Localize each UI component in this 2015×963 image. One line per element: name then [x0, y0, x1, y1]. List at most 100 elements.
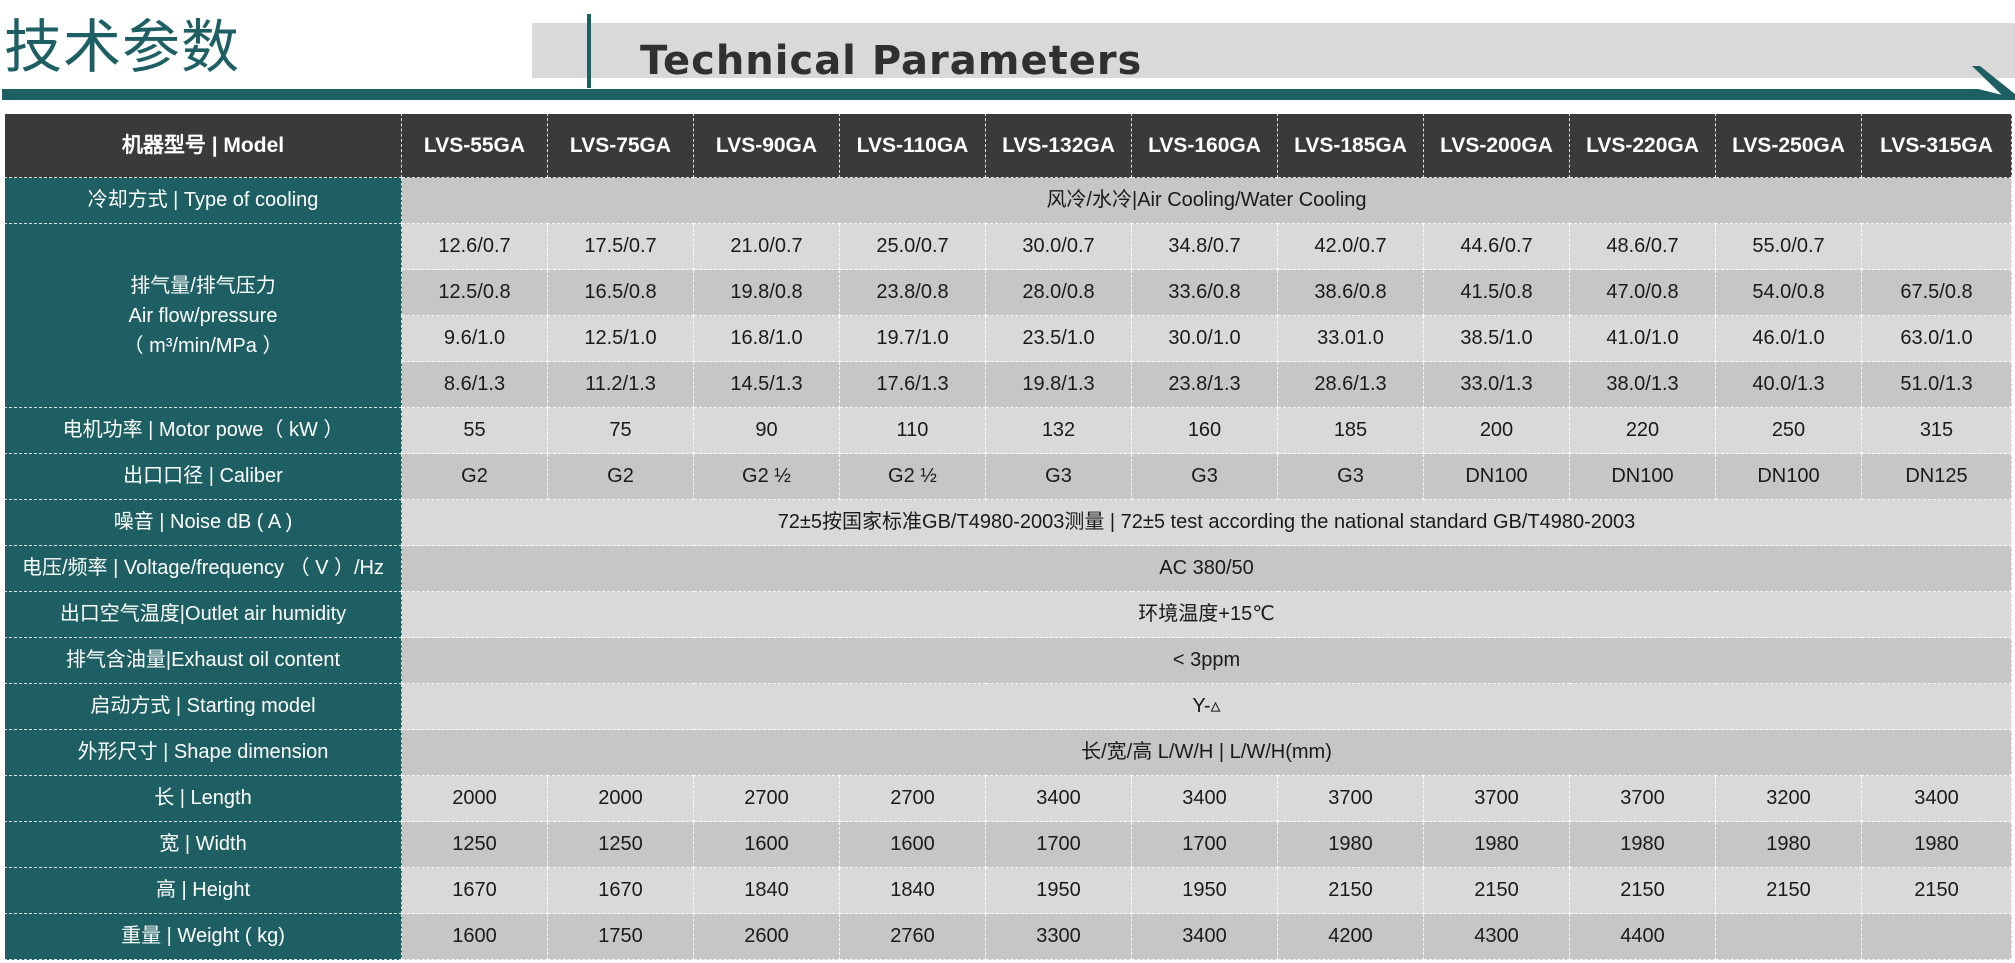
- table-row-outlet-temp: 出口空气温度|Outlet air humidity 环境温度+15℃: [4, 591, 2012, 638]
- airflow-cell: 21.0/0.7: [693, 223, 840, 270]
- height-cell: 1840: [693, 867, 840, 914]
- width-cell: 1700: [985, 821, 1132, 868]
- table-row-airflow: 12.5/0.8 16.5/0.8 19.8/0.8 23.8/0.8 28.0…: [5, 269, 2012, 316]
- weight-cell: 1600: [401, 913, 548, 960]
- row-label-length: 长 | Length: [4, 775, 402, 822]
- height-cell: 2150: [1423, 867, 1570, 914]
- airflow-cell: 23.8/1.3: [1131, 361, 1278, 408]
- length-cell: 2700: [839, 775, 986, 822]
- length-cell: 3400: [985, 775, 1132, 822]
- height-cell: 1670: [547, 867, 694, 914]
- title-banner: [532, 23, 2015, 78]
- airflow-cell: 55.0/0.7: [1715, 223, 1862, 270]
- model-cell: LVS-200GA: [1423, 113, 1570, 178]
- airflow-cell: 8.6/1.3: [401, 361, 548, 408]
- airflow-cell: 33.0/1.3: [1423, 361, 1570, 408]
- length-cell: 3400: [1861, 775, 2012, 822]
- width-cell: 1980: [1423, 821, 1570, 868]
- title-divider: [587, 14, 591, 88]
- airflow-cell: 30.0/1.0: [1131, 315, 1278, 362]
- weight-cell: [1861, 913, 2012, 960]
- airflow-cell: 51.0/1.3: [1861, 361, 2012, 408]
- model-cell: LVS-75GA: [547, 113, 694, 178]
- row-label-oil: 排气含油量|Exhaust oil content: [4, 637, 402, 684]
- model-cell: LVS-315GA: [1861, 113, 2012, 178]
- airflow-label-unit: （ m³/min/MPa ）: [123, 334, 283, 357]
- airflow-cell: 19.8/1.3: [985, 361, 1132, 408]
- table-row-length: 长 | Length 2000 2000 2700 2700 3400 3400…: [4, 775, 2012, 822]
- model-cell: LVS-185GA: [1277, 113, 1424, 178]
- airflow-cell: 28.6/1.3: [1277, 361, 1424, 408]
- airflow-cell: 12.5/1.0: [547, 315, 694, 362]
- row-label-width: 宽 | Width: [4, 821, 402, 868]
- model-cell: LVS-55GA: [401, 113, 548, 178]
- airflow-cell: 23.5/1.0: [985, 315, 1132, 362]
- caliber-cell: G3: [1131, 453, 1278, 500]
- width-cell: 1250: [401, 821, 548, 868]
- model-cell: LVS-220GA: [1569, 113, 1716, 178]
- motor-cell: 315: [1861, 407, 2012, 454]
- outlet-temp-value: 环境温度+15℃: [401, 591, 2012, 638]
- table-row-noise: 噪音 | Noise dB ( A ) 72±5按国家标准GB/T4980-20…: [4, 499, 2012, 546]
- width-cell: 1700: [1131, 821, 1278, 868]
- airflow-cell: 33.6/0.8: [1131, 269, 1278, 316]
- weight-cell: 4300: [1423, 913, 1570, 960]
- width-cell: 1980: [1861, 821, 2012, 868]
- motor-cell: 110: [839, 407, 986, 454]
- airflow-cell: 63.0/1.0: [1861, 315, 2012, 362]
- row-label-height: 高 | Height: [4, 867, 402, 914]
- length-cell: 2000: [401, 775, 548, 822]
- length-cell: 3700: [1569, 775, 1716, 822]
- table-row-caliber: 出口口径 | Caliber G2 G2 G2 ½ G2 ½ G3 G3 G3 …: [4, 453, 2012, 500]
- airflow-cell: 19.7/1.0: [839, 315, 986, 362]
- model-cell: LVS-110GA: [839, 113, 986, 178]
- airflow-cell: 11.2/1.3: [547, 361, 694, 408]
- airflow-cell: 47.0/0.8: [1569, 269, 1716, 316]
- height-cell: 2150: [1861, 867, 2012, 914]
- airflow-cell: 17.5/0.7: [547, 223, 694, 270]
- model-cell: LVS-90GA: [693, 113, 840, 178]
- airflow-cell: 28.0/0.8: [985, 269, 1132, 316]
- weight-cell: [1715, 913, 1862, 960]
- motor-cell: 132: [985, 407, 1132, 454]
- row-label-cooling: 冷却方式 | Type of cooling: [4, 177, 402, 224]
- model-cell: LVS-250GA: [1715, 113, 1862, 178]
- caliber-cell: G3: [985, 453, 1132, 500]
- airflow-cell: 19.8/0.8: [693, 269, 840, 316]
- airflow-cell: 48.6/0.7: [1569, 223, 1716, 270]
- noise-value: 72±5按国家标准GB/T4980-2003测量 | 72±5 test acc…: [401, 499, 2012, 546]
- width-cell: 1250: [547, 821, 694, 868]
- height-cell: 1670: [401, 867, 548, 914]
- height-cell: 2150: [1277, 867, 1424, 914]
- height-cell: 1950: [1131, 867, 1278, 914]
- row-label-motor: 电机功率 | Motor powe（ kW ）: [4, 407, 402, 454]
- airflow-label-en: Air flow/pressure: [128, 304, 278, 327]
- caliber-cell: DN100: [1569, 453, 1716, 500]
- weight-cell: 3300: [985, 913, 1132, 960]
- caliber-cell: DN125: [1861, 453, 2012, 500]
- airflow-cell: 25.0/0.7: [839, 223, 986, 270]
- caliber-cell: DN100: [1423, 453, 1570, 500]
- length-cell: 3400: [1131, 775, 1278, 822]
- width-cell: 1600: [693, 821, 840, 868]
- table-row-airflow: 8.6/1.3 11.2/1.3 14.5/1.3 17.6/1.3 19.8/…: [5, 361, 2012, 408]
- airflow-cell: 33.01.0: [1277, 315, 1424, 362]
- motor-cell: 55: [401, 407, 548, 454]
- model-cell: LVS-132GA: [985, 113, 1132, 178]
- row-label-caliber: 出口口径 | Caliber: [4, 453, 402, 500]
- motor-cell: 160: [1131, 407, 1278, 454]
- motor-cell: 90: [693, 407, 840, 454]
- row-label-shape: 外形尺寸 | Shape dimension: [4, 729, 402, 776]
- length-cell: 3200: [1715, 775, 1862, 822]
- airflow-cell: 40.0/1.3: [1715, 361, 1862, 408]
- airflow-cell: 42.0/0.7: [1277, 223, 1424, 270]
- motor-cell: 200: [1423, 407, 1570, 454]
- caliber-cell: G2 ½: [693, 453, 840, 500]
- table-row-height: 高 | Height 1670 1670 1840 1840 1950 1950…: [4, 867, 2012, 914]
- length-cell: 2700: [693, 775, 840, 822]
- table-row-voltage: 电压/频率 | Voltage/frequency （ V ）/Hz AC 38…: [4, 545, 2012, 592]
- table-row-airflow: 排气量/排气压力 Air flow/pressure （ m³/min/MPa …: [4, 223, 2012, 408]
- caliber-cell: G2 ½: [839, 453, 986, 500]
- length-cell: 3700: [1277, 775, 1424, 822]
- row-label-outlet-temp: 出口空气温度|Outlet air humidity: [4, 591, 402, 638]
